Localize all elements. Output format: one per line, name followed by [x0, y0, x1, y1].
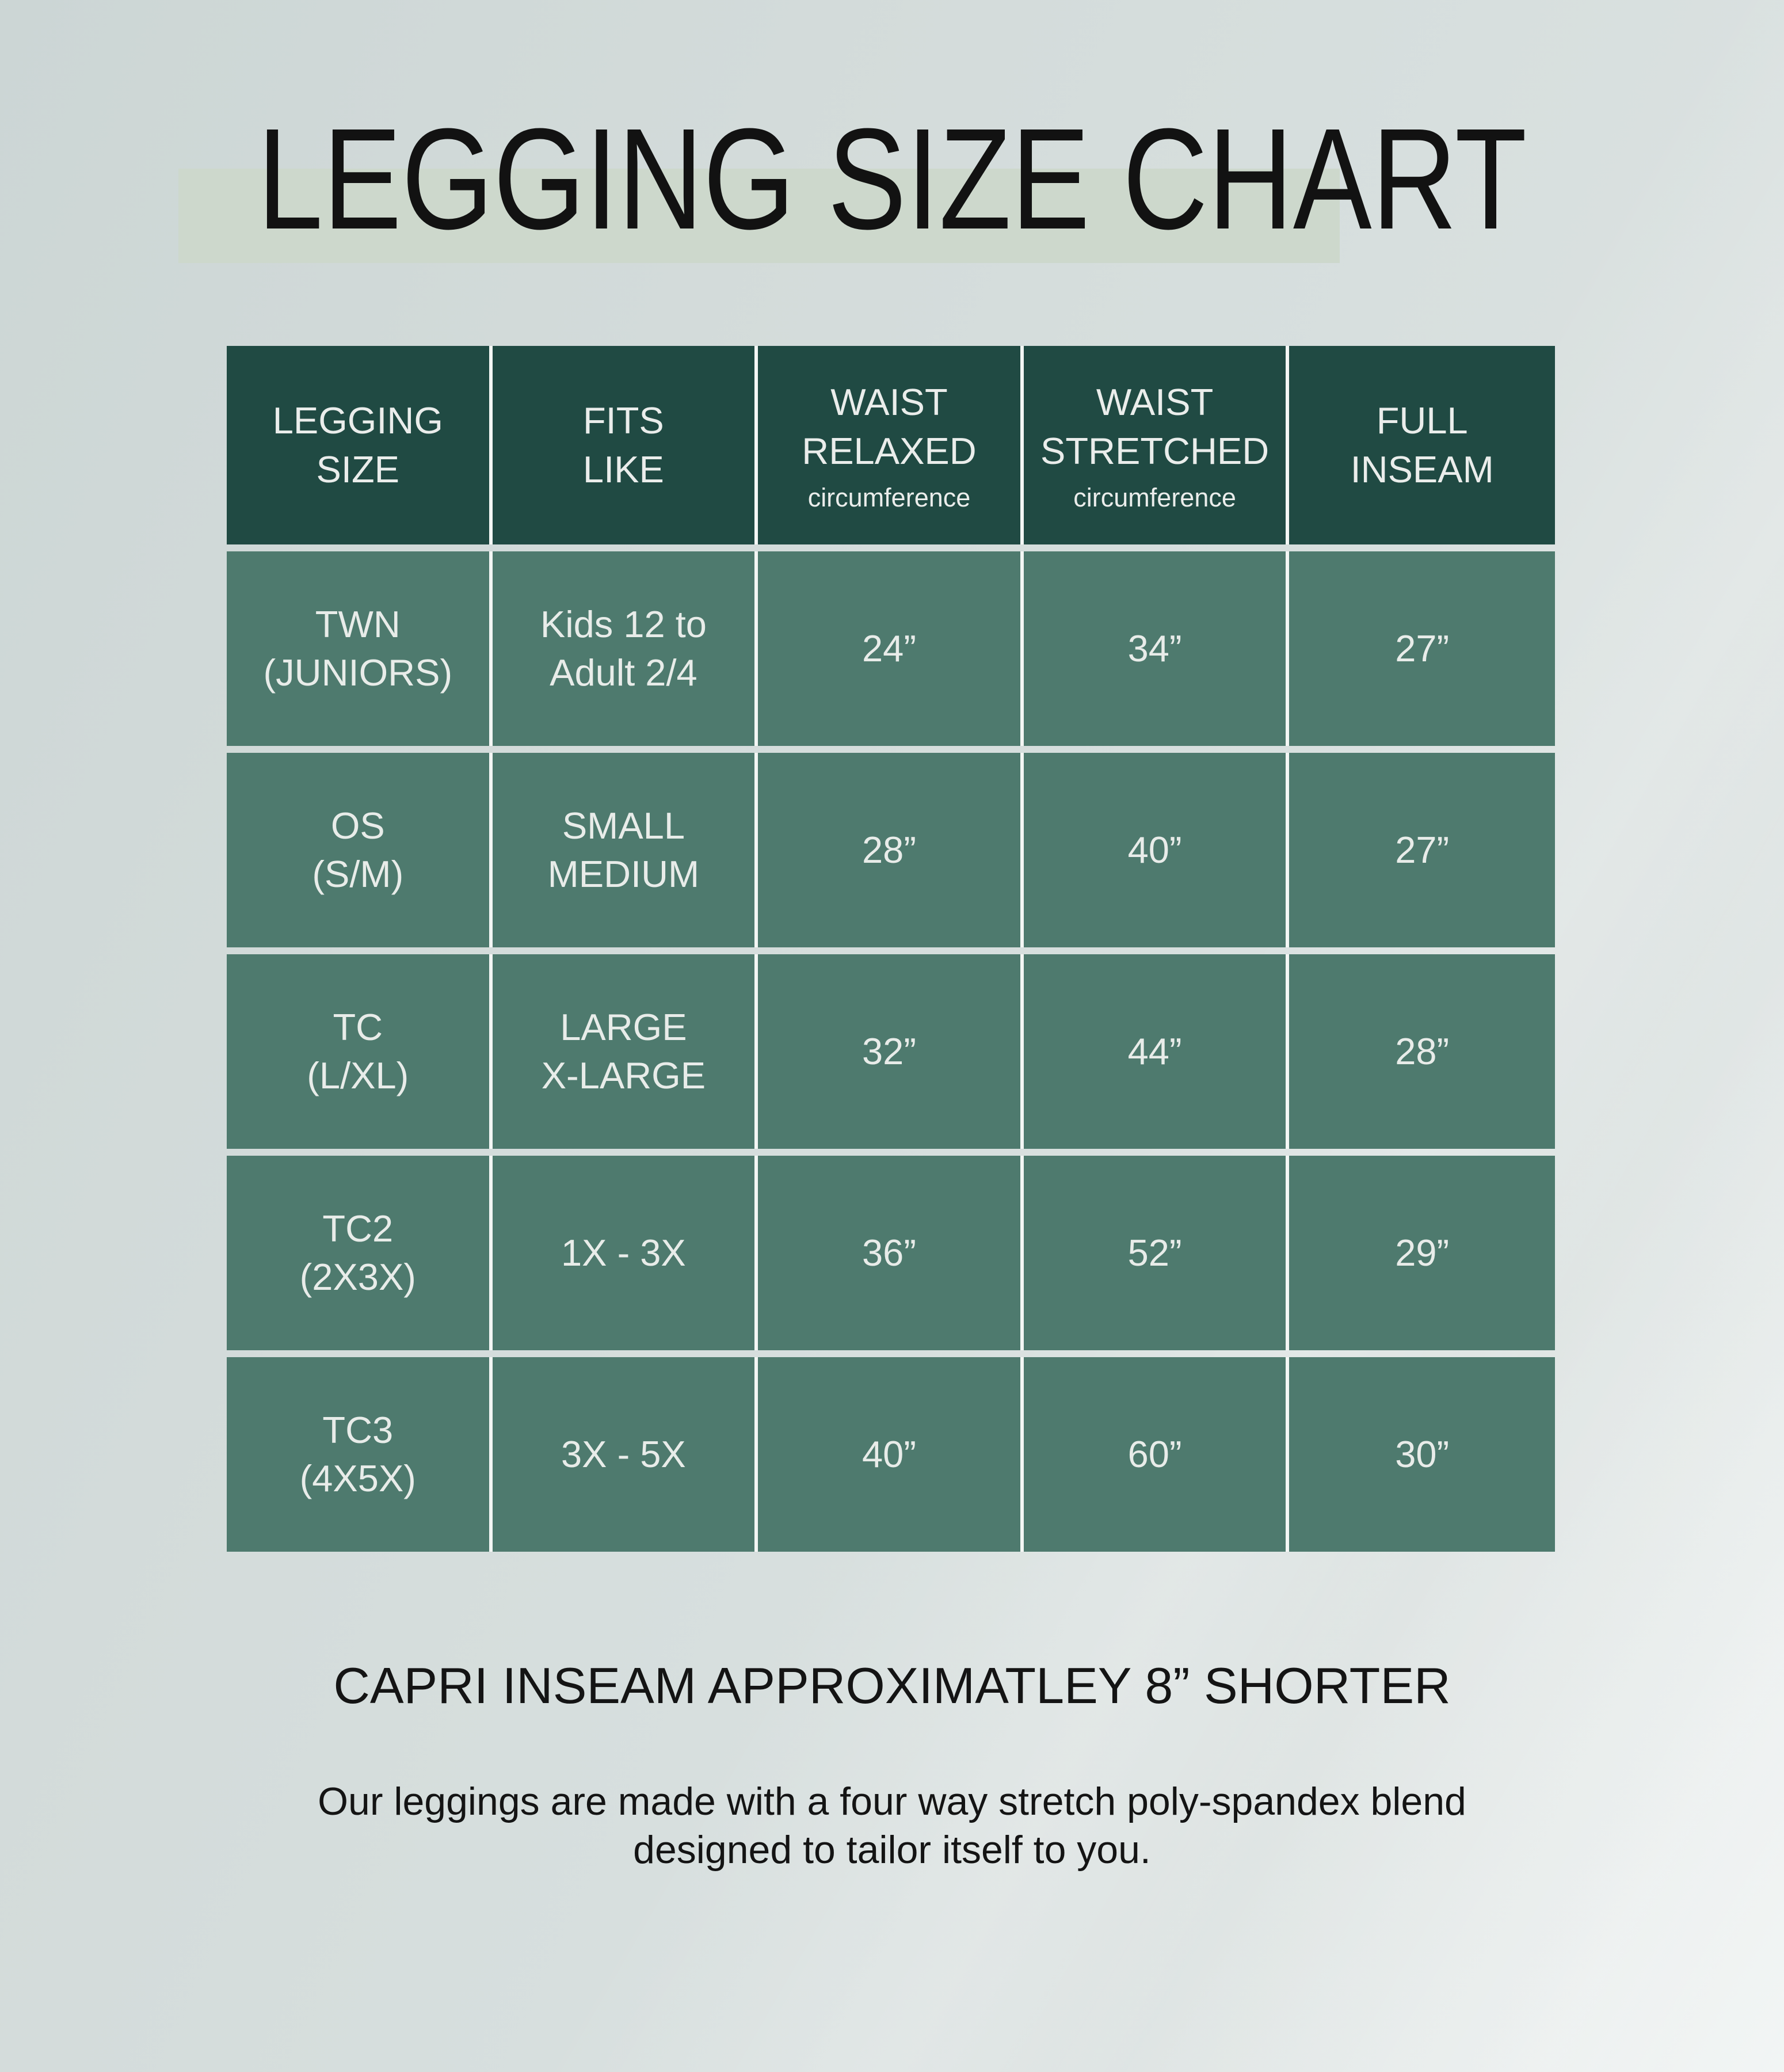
cell-row4-waist-stretched: 52”	[1023, 1156, 1290, 1350]
header-text: RELAXED	[802, 429, 977, 472]
header-cell-waist-stretched: WAIST STRETCHED circumference	[1023, 346, 1290, 544]
cell-row3-waist-stretched: 44”	[1023, 954, 1290, 1149]
cell-value: 27”	[1395, 627, 1450, 669]
header-text: LIKE	[582, 448, 664, 490]
cell-row4-size: TC2 (2X3X)	[227, 1156, 493, 1350]
cell-text: (2X3X)	[299, 1256, 416, 1298]
cell-row5-waist-stretched: 60”	[1023, 1357, 1290, 1552]
cell-text: TC	[333, 1005, 383, 1048]
header-text: INSEAM	[1350, 448, 1494, 490]
header-text: FITS	[582, 399, 664, 441]
material-description-line1: Our leggings are made with a four way st…	[318, 1780, 1466, 1823]
cell-value: 52”	[1127, 1231, 1182, 1274]
cell-text: (L/XL)	[307, 1054, 409, 1096]
header-subtext: circumference	[807, 483, 971, 513]
cell-text: TC3	[322, 1408, 394, 1451]
cell-value: 29”	[1395, 1231, 1450, 1274]
cell-row2-waist-stretched: 40”	[1023, 753, 1290, 947]
header-cell-fits-like: FITS LIKE	[492, 346, 758, 544]
cell-row3-waist-relaxed: 32”	[758, 954, 1024, 1149]
cell-text: X-LARGE	[541, 1054, 706, 1096]
cell-text: 1X - 3X	[561, 1231, 686, 1274]
cell-value: 27”	[1395, 828, 1450, 871]
cell-text: 3X - 5X	[561, 1433, 686, 1475]
cell-row2-waist-relaxed: 28”	[758, 753, 1024, 947]
cell-text: MEDIUM	[547, 853, 700, 895]
cell-row5-waist-relaxed: 40”	[758, 1357, 1024, 1552]
cell-text: (4X5X)	[299, 1457, 416, 1499]
header-text: WAIST	[830, 381, 948, 424]
cell-value: 24”	[862, 627, 916, 669]
cell-row4-fits-like: 1X - 3X	[492, 1156, 758, 1350]
cell-row4-waist-relaxed: 36”	[758, 1156, 1024, 1350]
cell-row2-fits-like: SMALL MEDIUM	[492, 753, 758, 947]
header-text: LEGGING	[272, 399, 443, 441]
title-highlight-band	[178, 169, 1340, 263]
cell-text: LARGE	[560, 1005, 687, 1048]
cell-value: 28”	[1395, 1030, 1450, 1072]
cell-row3-full-inseam: 28”	[1289, 954, 1555, 1149]
cell-text: OS	[330, 804, 385, 847]
header-text: FULL	[1376, 399, 1468, 441]
cell-text: Adult 2/4	[550, 652, 697, 694]
material-description-line2: designed to tailor itself to you.	[633, 1828, 1151, 1872]
cell-value: 30”	[1395, 1433, 1450, 1475]
cell-row1-fits-like: Kids 12 to Adult 2/4	[492, 551, 758, 746]
cell-text: SMALL	[562, 804, 685, 847]
header-subtext: circumference	[1073, 483, 1236, 513]
cell-row2-full-inseam: 27”	[1289, 753, 1555, 947]
header-text: SIZE	[316, 448, 400, 490]
header-cell-legging-size: LEGGING SIZE	[227, 346, 493, 544]
cell-value: 34”	[1127, 627, 1182, 669]
cell-row5-full-inseam: 30”	[1289, 1357, 1555, 1552]
cell-row5-size: TC3 (4X5X)	[227, 1357, 493, 1552]
cell-row1-waist-relaxed: 24”	[758, 551, 1024, 746]
cell-value: 28”	[862, 828, 916, 871]
cell-text: TWN	[315, 603, 401, 645]
cell-text: TC2	[322, 1207, 394, 1250]
cell-value: 60”	[1127, 1433, 1182, 1475]
cell-value: 44”	[1127, 1030, 1182, 1072]
cell-row3-fits-like: LARGE X-LARGE	[492, 954, 758, 1149]
header-cell-waist-relaxed: WAIST RELAXED circumference	[758, 346, 1024, 544]
cell-text: (S/M)	[312, 853, 404, 895]
cell-row1-size: TWN (JUNIORS)	[227, 551, 493, 746]
cell-row3-size: TC (L/XL)	[227, 954, 493, 1149]
capri-inseam-note: CAPRI INSEAM APPROXIMATLEY 8” SHORTER	[333, 1657, 1451, 1714]
cell-row2-size: OS (S/M)	[227, 753, 493, 947]
page-title: LEGGING SIZE CHART	[0, 107, 1784, 251]
page-title-text: LEGGING SIZE CHART	[257, 98, 1527, 259]
header-cell-full-inseam: FULL INSEAM	[1289, 346, 1555, 544]
cell-value: 32”	[862, 1030, 916, 1072]
cell-value: 36”	[862, 1231, 916, 1274]
cell-row1-waist-stretched: 34”	[1023, 551, 1290, 746]
cell-text: Kids 12 to	[540, 603, 707, 645]
cell-value: 40”	[862, 1433, 916, 1475]
size-chart-table: LEGGING SIZE FITS LIKE WAIST RELAXED cir…	[227, 346, 1555, 1552]
header-text: STRETCHED	[1040, 429, 1270, 472]
header-text: WAIST	[1096, 381, 1214, 424]
cell-row4-full-inseam: 29”	[1289, 1156, 1555, 1350]
cell-text: (JUNIORS)	[263, 652, 453, 694]
cell-row1-full-inseam: 27”	[1289, 551, 1555, 746]
cell-value: 40”	[1127, 828, 1182, 871]
material-description: Our leggings are made with a four way st…	[0, 1777, 1784, 1874]
cell-row5-fits-like: 3X - 5X	[492, 1357, 758, 1552]
